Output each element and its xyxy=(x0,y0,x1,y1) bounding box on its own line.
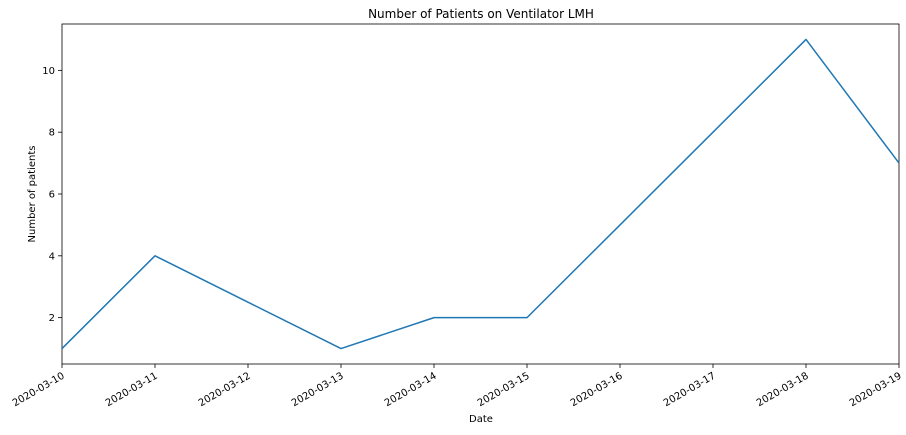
x-tick-label: 2020-03-15 xyxy=(476,371,532,410)
x-tick-label: 2020-03-11 xyxy=(104,371,160,410)
x-tick-label: 2020-03-18 xyxy=(755,371,811,410)
x-tick-label: 2020-03-14 xyxy=(383,371,439,410)
x-tick-label: 2020-03-19 xyxy=(848,371,904,410)
x-tick-label: 2020-03-16 xyxy=(569,371,625,410)
y-tick-label: 4 xyxy=(49,251,55,262)
y-tick-label: 2 xyxy=(49,313,55,324)
x-tick-label: 2020-03-17 xyxy=(662,371,718,410)
y-tick-label: 6 xyxy=(49,190,55,201)
x-tick-label: 2020-03-10 xyxy=(11,371,67,410)
x-axis: 2020-03-10 2020-03-11 2020-03-12 2020-03-13… xyxy=(11,364,904,409)
y-axis: 2 4 6 8 10 xyxy=(42,66,62,324)
chart-title: Number of Patients on Ventilator LMH xyxy=(368,7,594,21)
y-tick-label: 8 xyxy=(49,128,55,139)
x-axis-label: Date xyxy=(469,414,493,425)
x-tick-label: 2020-03-13 xyxy=(290,371,346,410)
plot-area-border xyxy=(61,23,900,365)
series-line-1 xyxy=(61,38,900,350)
y-tick-label: 10 xyxy=(42,66,55,77)
x-tick-label: 2020-03-12 xyxy=(197,371,253,410)
plot-frame xyxy=(61,23,900,365)
y-axis-label: Number of patients xyxy=(27,146,38,243)
series-layer xyxy=(61,38,900,350)
